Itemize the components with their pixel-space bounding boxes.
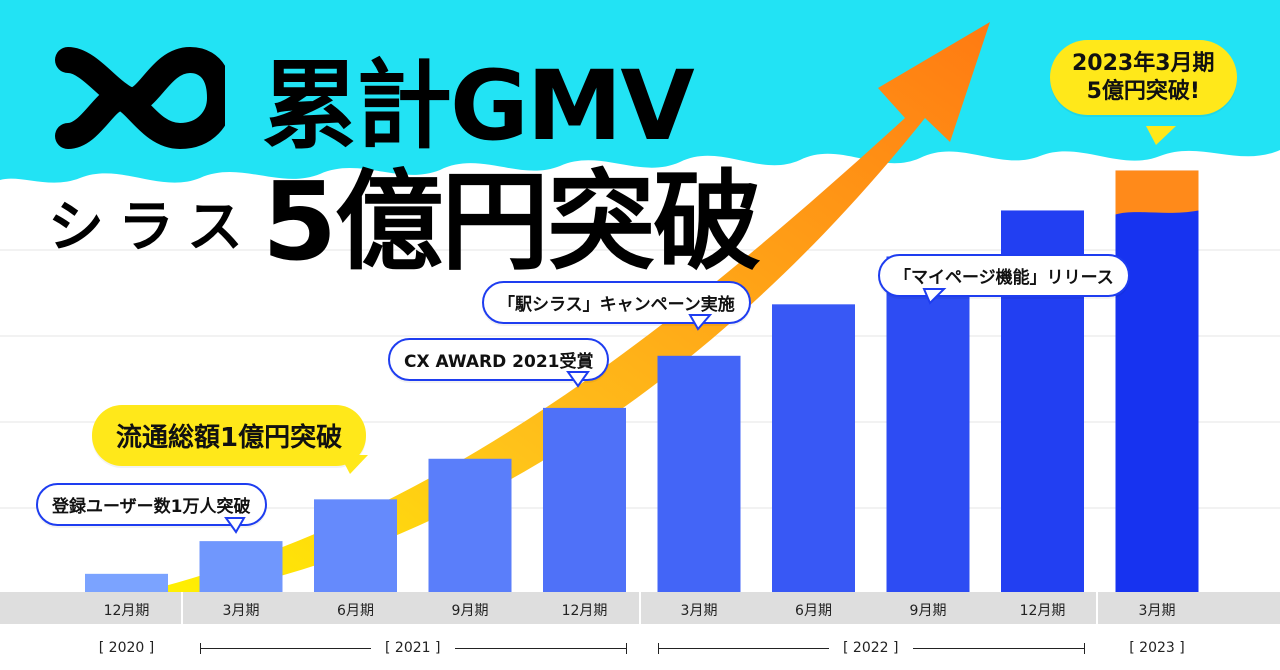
bar [428,458,512,592]
year-label: [ 2020 ] [98,640,155,656]
headline-line1: 累計GMV [262,50,695,162]
bar [199,541,283,592]
year-range-line [912,648,1084,649]
bar-highlight-cap [1115,170,1199,215]
x-tick-label: 9月期 [909,603,947,619]
year-label: [ 2022 ] [843,640,899,656]
year-range-tick [199,643,201,654]
logo-text: シラス [48,195,257,260]
callout-bubble: 2023年3月期 5億円突破! [1050,40,1237,115]
headline-line2: 5億円突破 [262,160,761,285]
bar [85,573,168,592]
bar [314,499,397,592]
annotation-mypage-release: 「マイページ機能」リリース [878,254,1130,297]
x-tick-label: 12月期 [1019,603,1066,619]
bar [886,256,970,592]
x-tick-label: 3月期 [222,603,260,619]
annotation-cx-award: CX AWARD 2021受賞 [388,338,610,381]
x-tick-label: 3月期 [680,603,718,619]
year-range-line [454,648,626,649]
x-tick-label: 9月期 [451,603,489,619]
x-tick-label: 6月期 [337,603,374,619]
bar [772,304,855,592]
growth-arrow [150,22,990,600]
x-tick-label: 6月期 [795,603,832,619]
year-range-line [657,648,829,649]
x-tick-label: 3月期 [1138,603,1176,619]
bar [657,355,741,592]
bar [543,407,626,592]
callout-line2: 5億円突破! [1086,78,1200,104]
bar [1115,170,1199,592]
shirasu-logo-icon [55,46,225,150]
bar-highlight-wave [1115,210,1199,219]
annotation-station-campaign: 「駅シラス」キャンペーン実施 [482,281,751,324]
callout-line1: 2023年3月期 [1072,51,1215,76]
x-tick-label: 12月期 [103,603,150,619]
year-range-tick [657,643,659,654]
x-tick-label: 12月期 [561,603,608,619]
annotation-gmv-100m: 流通総額1億円突破 [92,405,367,466]
axis-band-dividers [181,592,1098,624]
year-range-line [199,648,371,649]
year-range-tick [626,643,627,654]
year-label: [ 2023 ] [1129,640,1185,656]
year-range-tick [1084,643,1085,654]
year-label: [ 2021 ] [385,640,441,656]
annotation-users-10k: 登録ユーザー数1万人突破 [36,483,267,526]
